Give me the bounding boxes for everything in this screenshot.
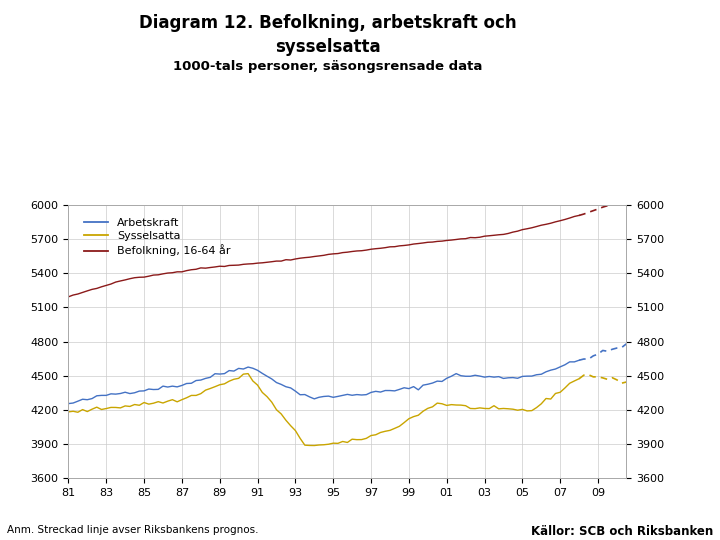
Text: 1000-tals personer, säsongsrensade data: 1000-tals personer, säsongsrensade data <box>173 60 482 73</box>
Text: ☆☆: ☆☆ <box>653 48 675 60</box>
Text: Diagram 12. Befolkning, arbetskraft och: Diagram 12. Befolkning, arbetskraft och <box>139 14 516 31</box>
Legend: Arbetskraft, Sysselsatta, Befolkning, 16-64 år: Arbetskraft, Sysselsatta, Befolkning, 16… <box>79 213 235 261</box>
Text: ★★★: ★★★ <box>651 24 678 34</box>
Text: SVERIGES
RIKSBANK: SVERIGES RIKSBANK <box>644 68 684 80</box>
Text: Källor: SCB och Riksbanken: Källor: SCB och Riksbanken <box>531 525 713 538</box>
Text: Anm. Streckad linje avser Riksbankens prognos.: Anm. Streckad linje avser Riksbankens pr… <box>7 525 258 535</box>
Text: sysselsatta: sysselsatta <box>275 38 380 56</box>
